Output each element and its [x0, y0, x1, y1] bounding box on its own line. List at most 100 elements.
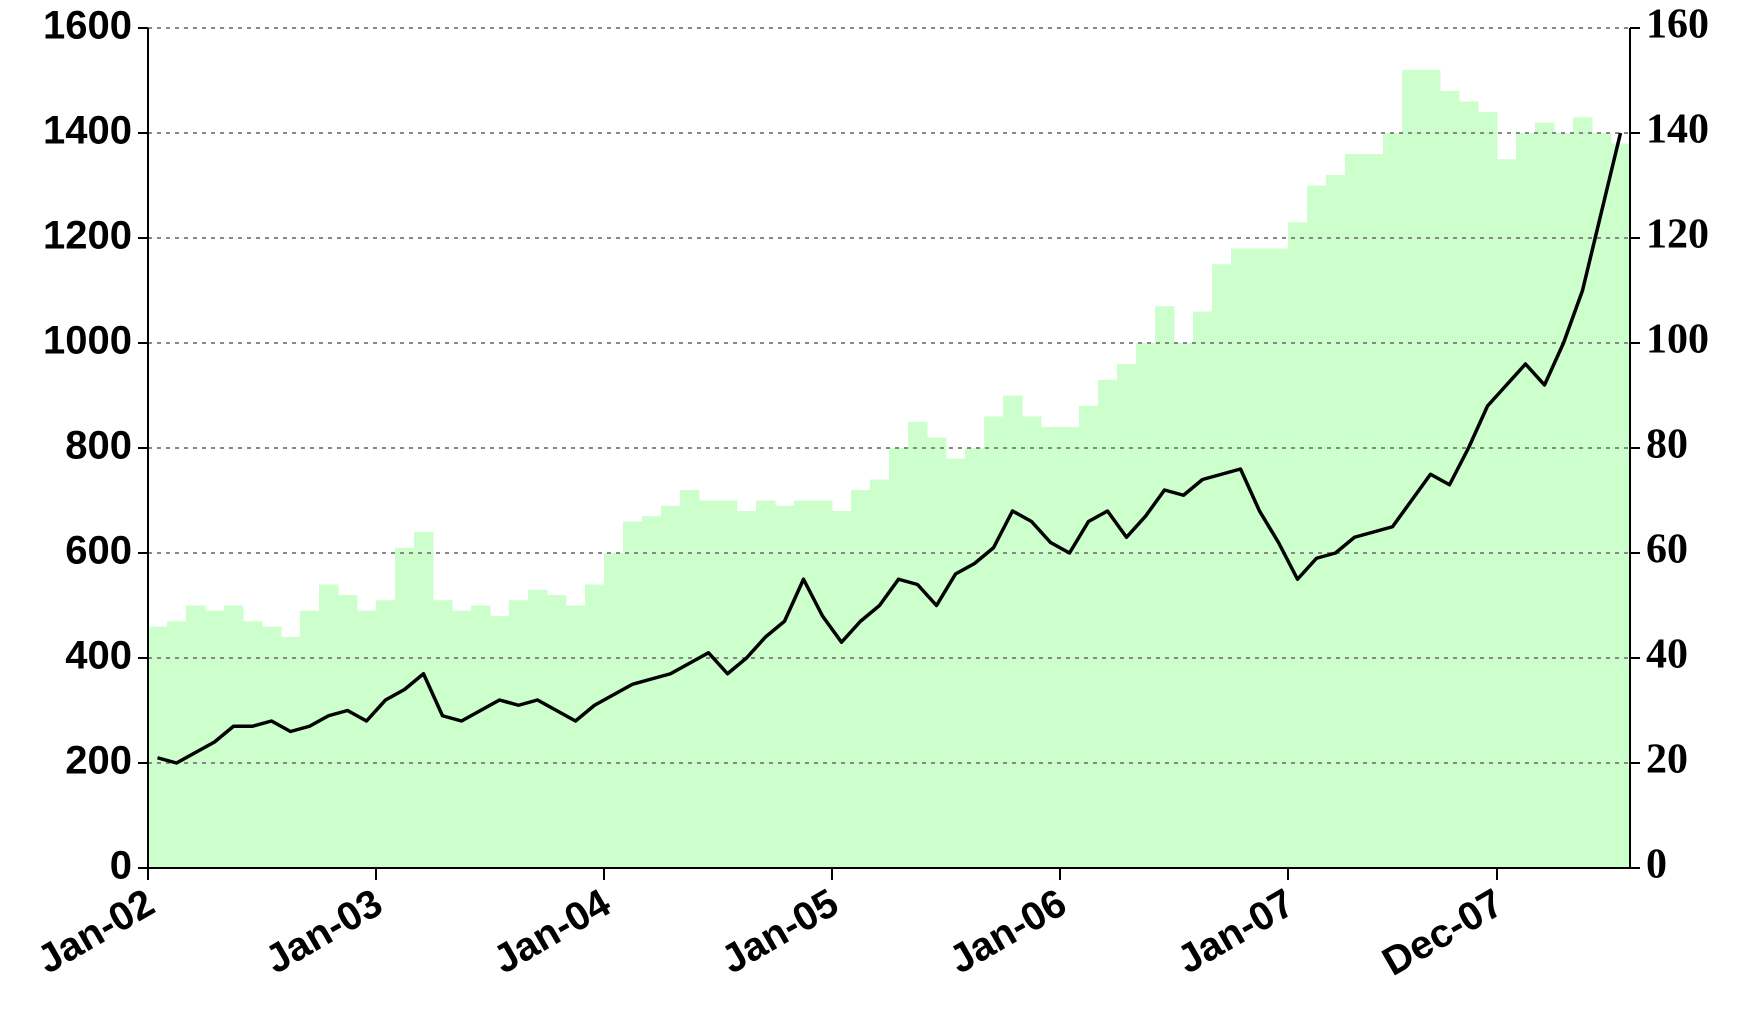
bar	[984, 416, 1004, 868]
bar	[547, 595, 567, 868]
bar	[832, 511, 852, 868]
bar	[376, 600, 396, 868]
y-tick-label: 1600	[43, 4, 132, 48]
y-tick-label: 1200	[43, 214, 132, 258]
y-tick-label: 600	[65, 529, 132, 573]
bar	[1326, 175, 1346, 868]
bar	[1155, 306, 1175, 868]
bar	[851, 490, 871, 868]
bar	[1269, 248, 1289, 868]
bar	[528, 589, 548, 868]
bar	[1079, 406, 1099, 868]
bar	[1250, 248, 1270, 868]
y-tick-label: 800	[65, 424, 132, 468]
bar	[1554, 133, 1574, 868]
y2-tick-label: 80	[1646, 422, 1688, 468]
y2-tick-label: 40	[1646, 632, 1688, 678]
bar	[186, 605, 206, 868]
bar	[1535, 122, 1555, 868]
bar	[623, 521, 643, 868]
bar	[357, 610, 377, 868]
y2-tick-label: 100	[1646, 317, 1709, 363]
bar	[1060, 427, 1080, 868]
bar	[1117, 364, 1137, 868]
bar	[1364, 154, 1384, 868]
bar	[300, 610, 320, 868]
x-tick-label: Dec-07	[1375, 881, 1511, 985]
bar	[1611, 143, 1631, 868]
x-tick-label: Jan-04	[486, 880, 618, 982]
bar	[224, 605, 244, 868]
y2-tick-label: 20	[1646, 737, 1688, 783]
y2-tick-label: 120	[1646, 212, 1709, 258]
bar	[262, 626, 282, 868]
bar	[1022, 416, 1042, 868]
bar	[1592, 133, 1612, 868]
bar	[813, 500, 833, 868]
bar	[1402, 70, 1422, 868]
bar	[642, 516, 662, 868]
bar	[718, 500, 738, 868]
bar	[205, 610, 225, 868]
y2-tick-label: 0	[1646, 842, 1667, 888]
x-tick-label: Jan-06	[942, 881, 1074, 982]
bar	[1174, 343, 1194, 868]
y-tick-label: 200	[65, 739, 132, 783]
bar	[870, 479, 890, 868]
bar	[1440, 91, 1460, 868]
bar	[471, 605, 491, 868]
bar	[1383, 133, 1403, 868]
bar	[1193, 311, 1213, 868]
bar	[1041, 427, 1061, 868]
bar	[395, 547, 415, 868]
bar	[319, 584, 339, 868]
bar	[509, 600, 529, 868]
bar	[1345, 154, 1365, 868]
y-tick-label: 400	[65, 634, 132, 678]
bar	[433, 600, 453, 868]
bar	[927, 437, 947, 868]
bar	[604, 553, 624, 868]
bar	[794, 500, 814, 868]
y-tick-label: 1000	[43, 319, 132, 363]
bar	[452, 610, 472, 868]
x-tick-label: Jan-02	[30, 881, 162, 982]
line	[157, 132, 1623, 765]
bar	[1231, 248, 1251, 868]
bar	[566, 605, 586, 868]
bar	[661, 505, 681, 868]
bar	[1459, 101, 1479, 868]
bar	[1497, 159, 1517, 868]
x-tick-label: Jan-05	[714, 881, 846, 982]
x-tick-label: Jan-07	[1170, 881, 1302, 982]
y2-tick-label: 60	[1646, 527, 1688, 573]
bar	[1516, 133, 1536, 868]
bar	[756, 500, 776, 868]
bar	[1098, 379, 1118, 868]
bar	[585, 584, 605, 868]
y-tick-label: 0	[110, 844, 132, 888]
bar	[1003, 395, 1023, 868]
bar	[1212, 264, 1232, 868]
bar	[1421, 70, 1441, 868]
y-tick-label: 1400	[43, 109, 132, 153]
bar	[946, 458, 966, 868]
bar	[680, 490, 700, 868]
bar	[148, 626, 168, 868]
bar	[243, 621, 263, 868]
y2-tick-label: 140	[1646, 107, 1709, 153]
bar	[281, 637, 301, 868]
bar	[775, 505, 795, 868]
bar	[338, 595, 358, 868]
y2-tick-label: 160	[1646, 2, 1709, 48]
bar	[1573, 117, 1593, 868]
bar	[490, 616, 510, 868]
bar	[1136, 343, 1156, 868]
bar	[1307, 185, 1327, 868]
x-tick-label: Jan-03	[258, 881, 390, 982]
bar	[1288, 222, 1308, 868]
bar	[737, 511, 757, 868]
bar	[699, 500, 719, 868]
bar	[1478, 112, 1498, 868]
